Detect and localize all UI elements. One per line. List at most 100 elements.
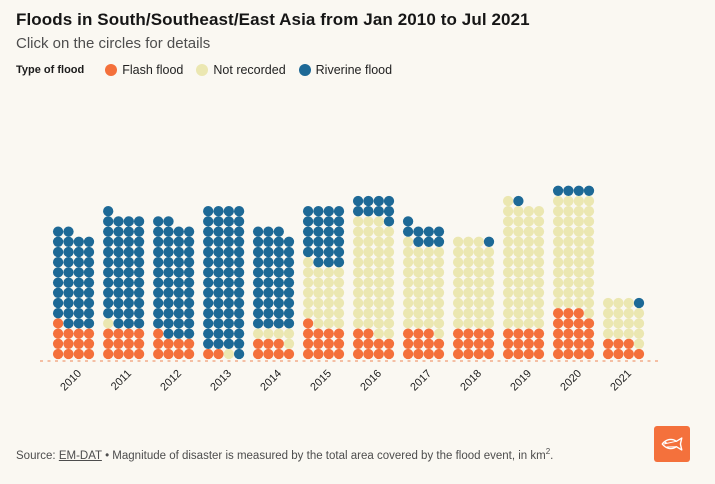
flood-dot-2011[interactable]: [103, 236, 114, 247]
flood-dot-2011[interactable]: [103, 297, 114, 309]
flood-dot-2015[interactable]: [313, 277, 324, 288]
flood-dot-2019[interactable]: [513, 226, 524, 237]
flood-dot-2012[interactable]: [153, 267, 164, 278]
flood-dot-2011[interactable]: [113, 226, 124, 237]
flood-dot-2011[interactable]: [103, 318, 114, 329]
legend-item-riverine-flood[interactable]: Riverine flood: [298, 63, 392, 77]
flood-dot-2018[interactable]: [473, 348, 484, 360]
flood-dot-2018[interactable]: [463, 236, 474, 247]
flood-dot-2011[interactable]: [103, 206, 114, 217]
flood-dot-2014[interactable]: [273, 226, 284, 237]
flood-dot-2012[interactable]: [183, 318, 195, 329]
flood-dot-2011[interactable]: [103, 308, 114, 319]
flood-dot-2020[interactable]: [573, 328, 584, 339]
flood-dot-2011[interactable]: [113, 216, 124, 227]
flood-dot-2017[interactable]: [402, 318, 414, 329]
flood-dot-2014[interactable]: [273, 318, 284, 329]
flood-dot-2010[interactable]: [73, 318, 84, 329]
flood-dot-2010[interactable]: [73, 308, 84, 319]
flood-dot-2013[interactable]: [233, 226, 245, 237]
flood-dot-2020[interactable]: [552, 226, 564, 237]
flood-dot-2011[interactable]: [133, 277, 145, 288]
flood-dot-2010[interactable]: [73, 277, 84, 288]
flood-dot-2011[interactable]: [103, 328, 114, 339]
flood-dot-2021[interactable]: [602, 348, 614, 360]
flood-dot-2021[interactable]: [602, 318, 614, 329]
flood-dot-2019[interactable]: [513, 195, 524, 207]
flood-dot-2012[interactable]: [183, 267, 195, 278]
flood-dot-2020[interactable]: [552, 257, 564, 268]
flood-dot-2016[interactable]: [373, 338, 384, 349]
flood-dot-2012[interactable]: [183, 246, 195, 258]
flood-dot-2016[interactable]: [352, 287, 364, 298]
flood-dot-2020[interactable]: [573, 216, 584, 227]
flood-dot-2021[interactable]: [633, 308, 645, 319]
flood-dot-2020[interactable]: [573, 287, 584, 298]
flood-dot-2017[interactable]: [423, 267, 434, 278]
flood-dot-2016[interactable]: [363, 246, 374, 258]
flood-dot-2020[interactable]: [583, 257, 595, 268]
flood-dot-2011[interactable]: [133, 287, 145, 298]
flood-dot-2013[interactable]: [223, 236, 234, 247]
flood-dot-2016[interactable]: [363, 348, 374, 360]
flood-dot-2017[interactable]: [413, 267, 424, 278]
flood-dot-2019[interactable]: [502, 216, 514, 227]
flood-dot-2012[interactable]: [173, 257, 184, 268]
flood-dot-2012[interactable]: [153, 297, 164, 309]
flood-dot-2015[interactable]: [323, 236, 334, 247]
flood-dot-2018[interactable]: [452, 257, 464, 268]
flood-dot-2016[interactable]: [383, 297, 395, 309]
flood-dot-2010[interactable]: [52, 308, 64, 319]
flood-dot-2012[interactable]: [183, 226, 195, 237]
flood-dot-2013[interactable]: [203, 328, 214, 339]
flood-dot-2012[interactable]: [183, 277, 195, 288]
flood-dot-2019[interactable]: [533, 206, 545, 217]
flood-dot-2016[interactable]: [383, 277, 395, 288]
flood-dot-2016[interactable]: [363, 226, 374, 237]
flood-dot-2013[interactable]: [213, 236, 224, 247]
flood-dot-2011[interactable]: [123, 328, 134, 339]
flood-dot-2018[interactable]: [463, 267, 474, 278]
flood-dot-2016[interactable]: [373, 206, 384, 217]
flood-dot-2012[interactable]: [173, 287, 184, 298]
flood-dot-2017[interactable]: [402, 216, 414, 227]
flood-dot-2018[interactable]: [463, 338, 474, 349]
flood-dot-2014[interactable]: [273, 246, 284, 258]
flood-dot-2013[interactable]: [223, 328, 234, 339]
flood-dot-2019[interactable]: [523, 216, 534, 227]
flood-dot-2019[interactable]: [513, 277, 524, 288]
flood-dot-2018[interactable]: [483, 297, 495, 309]
flood-dot-2020[interactable]: [552, 267, 564, 278]
flood-dot-2013[interactable]: [213, 267, 224, 278]
flood-dot-2017[interactable]: [402, 277, 414, 288]
flood-dot-2014[interactable]: [273, 277, 284, 288]
flood-dot-2017[interactable]: [413, 308, 424, 319]
flood-dot-2015[interactable]: [333, 257, 345, 268]
flood-dot-2016[interactable]: [383, 318, 395, 329]
flood-dot-2019[interactable]: [523, 277, 534, 288]
flood-dot-2012[interactable]: [153, 328, 164, 339]
flood-dot-2020[interactable]: [552, 185, 564, 196]
flood-dot-2010[interactable]: [73, 267, 84, 278]
flood-dot-2016[interactable]: [363, 308, 374, 319]
flood-dot-2017[interactable]: [433, 297, 445, 309]
flood-dot-2014[interactable]: [252, 297, 264, 309]
flood-dot-2015[interactable]: [333, 328, 345, 339]
flood-dot-2016[interactable]: [373, 195, 384, 207]
flood-dot-2010[interactable]: [83, 348, 95, 360]
flood-dot-2014[interactable]: [273, 348, 284, 360]
flood-dot-2016[interactable]: [373, 257, 384, 268]
flood-dot-2011[interactable]: [133, 257, 145, 268]
flood-dot-2018[interactable]: [452, 287, 464, 298]
flood-dot-2013[interactable]: [233, 328, 245, 339]
flood-dot-2017[interactable]: [413, 287, 424, 298]
flood-dot-2012[interactable]: [153, 287, 164, 298]
flood-dot-2017[interactable]: [423, 318, 434, 329]
legend-item-flash-flood[interactable]: Flash flood: [105, 63, 183, 77]
flood-dot-2016[interactable]: [373, 287, 384, 298]
flood-dot-2016[interactable]: [383, 195, 395, 207]
flood-dot-2014[interactable]: [283, 287, 295, 298]
flood-dot-2012[interactable]: [153, 308, 164, 319]
flood-dot-2019[interactable]: [533, 297, 545, 309]
flood-dot-2015[interactable]: [302, 297, 314, 309]
